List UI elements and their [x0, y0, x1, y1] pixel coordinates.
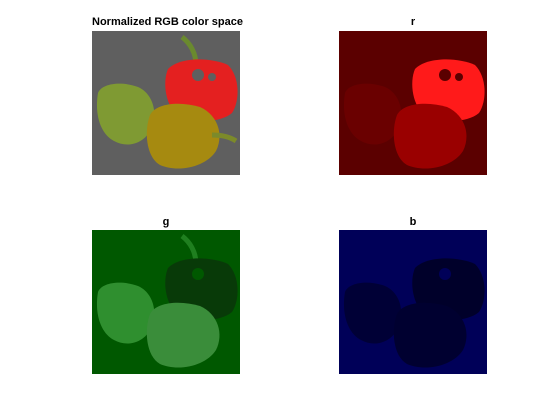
panel-title-r: r: [410, 16, 416, 28]
image-b-channel: [339, 230, 487, 374]
panel-title-rgb: Normalized RGB color space: [92, 16, 243, 28]
image-normalized-rgb: [92, 31, 240, 175]
image-r-channel: [339, 31, 487, 175]
image-g-channel: [92, 230, 240, 374]
panel-title-b: b: [409, 216, 417, 228]
panel-title-g: g: [162, 216, 170, 228]
